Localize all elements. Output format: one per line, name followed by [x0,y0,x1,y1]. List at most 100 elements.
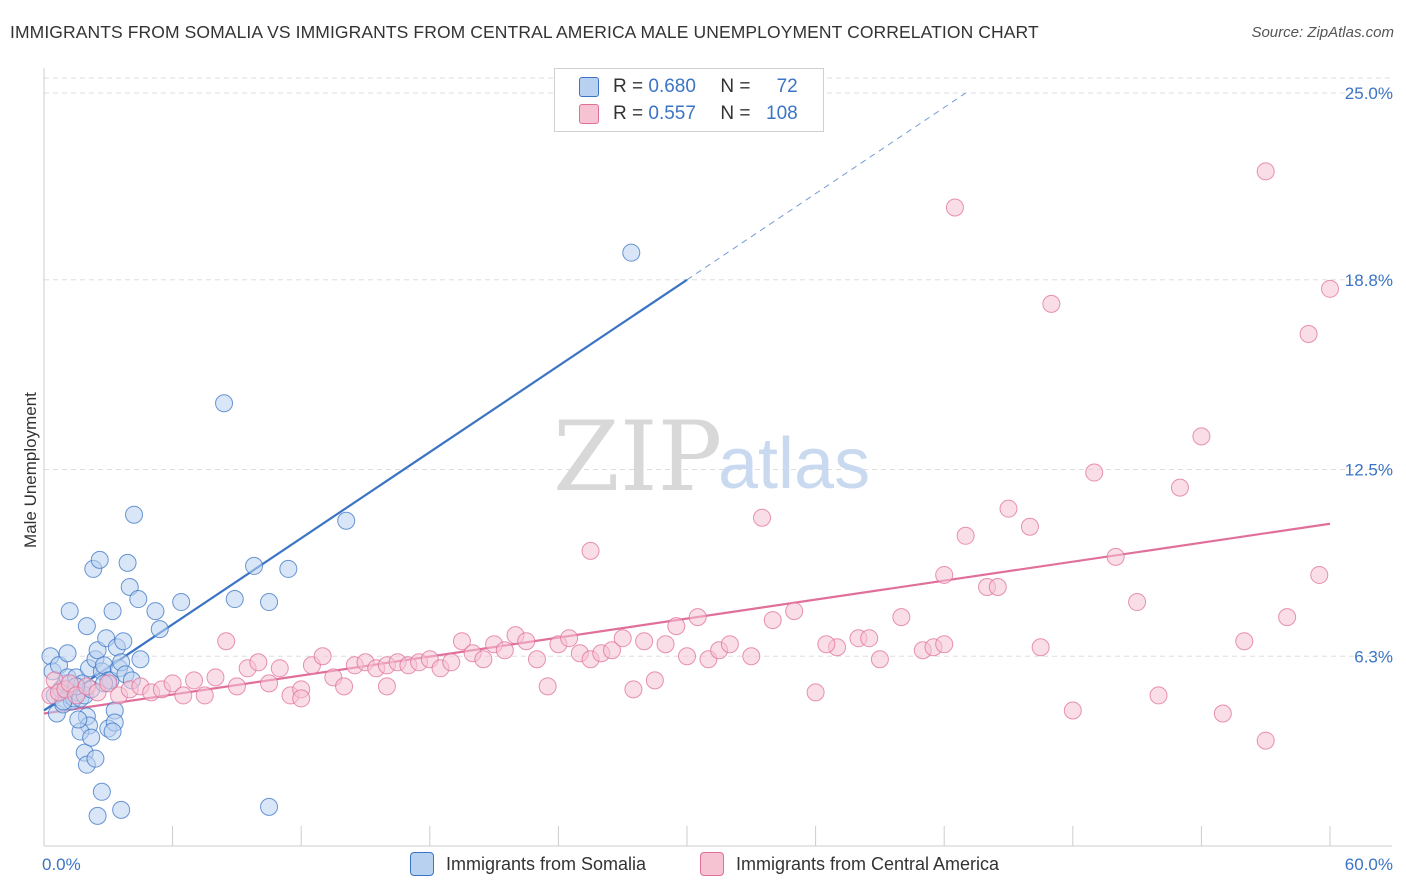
n-label: N = [720,76,756,97]
somalia-swatch [579,77,599,97]
axes [43,68,1392,847]
somalia-point [118,553,137,572]
chart-title: IMMIGRANTS FROM SOMALIA VS IMMIGRANTS FR… [10,22,1039,42]
central-america-point [785,602,804,621]
central-america-point [624,680,643,699]
central-america-point [99,674,118,693]
somalia-point [77,617,96,636]
central-america-point [174,686,193,705]
somalia-point [225,590,244,609]
somalia-point [92,782,111,801]
central-america-point [206,668,225,687]
somalia-point [86,749,105,768]
central-america-point [935,565,954,584]
central-america-point [1106,547,1125,566]
central-america-point [1149,686,1168,705]
central-america-point [1128,593,1147,612]
somalia-point [103,722,122,741]
stats-box: R = 0.680 N = 72 R = 0.557 N = 108 [554,68,824,132]
somalia-point [90,550,109,569]
central-america-point [806,683,825,702]
somalia-point [95,656,114,675]
central-america-point [999,499,1018,518]
r-value: 0.680 [648,76,696,97]
central-america-point [474,650,493,669]
n-value: 72 [776,76,798,97]
somalia-point [215,394,234,413]
central-america-point [195,686,214,705]
somalia-point [112,800,131,819]
central-america-point [667,617,686,636]
central-america-point [645,671,664,690]
somalia-point [129,590,148,609]
n-value: 108 [766,103,798,124]
source-credit: Source: ZipAtlas.com [1251,24,1394,41]
somalia-point [58,644,77,663]
somalia-point [260,593,279,612]
somalia-point [103,602,122,621]
central-america-point [227,677,246,696]
central-america-point [1256,731,1275,750]
r-label: R = [613,103,649,124]
central-america-point [635,632,654,651]
somalia-point [114,632,133,651]
central-america-point [335,677,354,696]
central-america-point [613,629,632,648]
watermark-atlas: atlas [718,424,870,504]
central-america-point [935,635,954,654]
legend-somalia-swatch [410,852,434,876]
somalia-point [60,602,79,621]
somalia-point [260,797,279,816]
central-america-point [720,635,739,654]
somalia-point [82,728,101,747]
central-america-point [763,611,782,630]
stats-row-central-america: R = 0.557 N = 108 [579,101,798,127]
central-america-point [1256,162,1275,181]
central-america-point [581,541,600,560]
central-america-point [442,653,461,672]
central-america-point [163,674,182,693]
legend-somalia[interactable]: Immigrants from Somalia [410,852,646,876]
central-america-swatch [579,104,599,124]
central-america-point [892,608,911,627]
central-america-point [817,635,836,654]
central-america-point [742,647,761,666]
central-america-point [602,641,621,660]
central-america-point [1213,704,1232,723]
somalia-point [150,620,169,639]
central-america-point [1310,565,1329,584]
central-america-point [956,526,975,545]
central-america-point [185,671,204,690]
somalia-trend-extension [686,92,966,281]
central-america-point [1299,325,1318,343]
somalia-point [88,806,107,825]
r-value: 0.557 [648,103,696,124]
central-america-point [1042,294,1061,313]
y-tick-label: 18.8% [1345,271,1393,290]
central-america-point [292,689,311,708]
central-america-point [260,674,279,693]
somalia-trend-line [43,278,688,712]
central-america-point [678,647,696,666]
central-america-point [538,677,557,696]
legend-central-america[interactable]: Immigrants from Central America [700,852,999,876]
somalia-point [622,243,641,262]
x-tick-label: 60.0% [1345,855,1393,874]
y-tick-label: 25.0% [1345,84,1393,103]
central-america-point [988,577,1007,596]
central-america-point [688,608,707,627]
y-tick-label: 6.3% [1354,647,1393,666]
legend-somalia-label: Immigrants from Somalia [446,853,647,874]
r-label: R = [613,76,649,97]
central-america-point [1085,463,1104,482]
central-america-point [753,508,772,527]
somalia-point [337,511,356,530]
legend-central-america-label: Immigrants from Central America [736,853,1000,874]
somalia-point [279,559,298,578]
tick-labels: 6.3% 12.5% 18.8% 25.0% 0.0% 60.0% [42,84,1393,874]
central-america-point [1278,608,1297,627]
somalia-point [146,602,165,621]
central-america-point [1235,632,1254,651]
central-america-point [560,629,579,648]
